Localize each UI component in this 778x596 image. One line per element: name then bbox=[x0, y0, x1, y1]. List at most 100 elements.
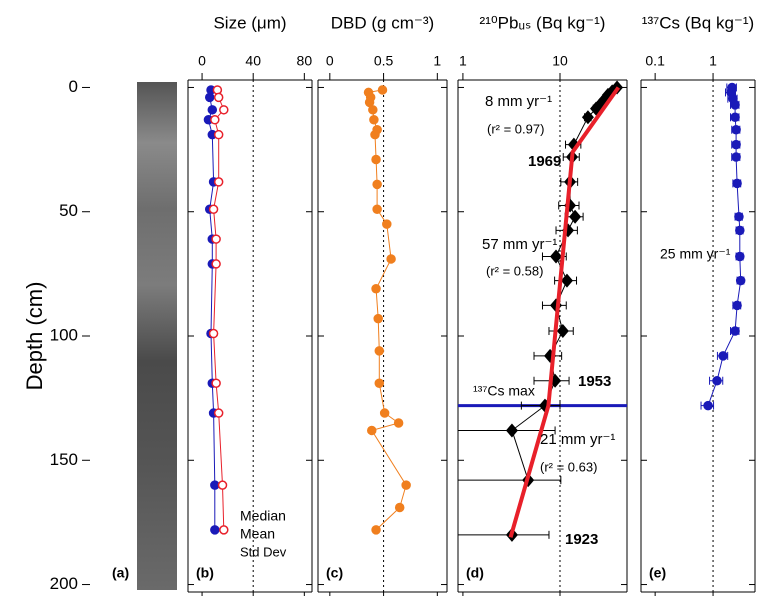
marker bbox=[211, 259, 221, 269]
marker bbox=[372, 179, 382, 190]
marker bbox=[560, 273, 573, 288]
marker bbox=[712, 375, 722, 386]
marker bbox=[377, 85, 388, 95]
marker bbox=[208, 328, 219, 339]
marker bbox=[370, 129, 380, 140]
marker bbox=[730, 100, 740, 110]
x-tick-label: 1 bbox=[709, 53, 717, 69]
legend-label: Median bbox=[240, 508, 286, 524]
marker bbox=[735, 225, 745, 236]
marker bbox=[212, 85, 223, 95]
marker bbox=[734, 211, 744, 222]
marker bbox=[505, 423, 518, 438]
annotation: 25 mm yr⁻¹ bbox=[660, 246, 731, 262]
marker bbox=[213, 92, 224, 103]
panel-label: (a) bbox=[112, 565, 129, 581]
legend-label: Mean bbox=[240, 526, 275, 542]
panel-label: (e) bbox=[649, 565, 666, 581]
annotation: ¹³⁷Cs max bbox=[473, 383, 535, 399]
marker bbox=[210, 115, 220, 125]
marker bbox=[371, 284, 381, 294]
marker bbox=[730, 112, 740, 123]
marker bbox=[211, 234, 221, 244]
marker bbox=[219, 525, 229, 535]
marker bbox=[213, 408, 224, 418]
marker bbox=[732, 300, 742, 311]
y-tick-label: 0 bbox=[69, 77, 78, 96]
marker bbox=[207, 105, 218, 115]
marker bbox=[703, 400, 713, 411]
x-tick-label: 10 bbox=[552, 53, 568, 69]
marker bbox=[217, 480, 228, 490]
panel-title: ¹³⁷Cs (Bq kg⁻¹) bbox=[642, 13, 754, 32]
marker bbox=[369, 115, 379, 125]
annotation: (r² = 0.58) bbox=[486, 263, 543, 278]
marker bbox=[731, 124, 741, 135]
marker bbox=[210, 480, 220, 490]
marker bbox=[735, 251, 745, 262]
marker bbox=[213, 177, 224, 187]
panel-title: Size (μm) bbox=[213, 13, 286, 32]
marker bbox=[208, 204, 219, 214]
marker bbox=[382, 219, 392, 229]
marker bbox=[210, 525, 220, 535]
marker bbox=[735, 275, 746, 286]
x-tick-label: 1 bbox=[433, 53, 441, 69]
y-tick-label: 50 bbox=[59, 201, 78, 220]
marker bbox=[731, 139, 741, 150]
marker bbox=[374, 378, 385, 388]
x-tick-label: 0 bbox=[198, 53, 206, 69]
profile-line bbox=[207, 89, 216, 530]
panel-title: ²¹⁰Pbᵤₛ (Bq kg⁻¹) bbox=[480, 13, 606, 32]
x-tick-label: 40 bbox=[245, 53, 261, 69]
x-tick-label: 0.5 bbox=[374, 53, 394, 69]
annotation: 21 mm yr⁻¹ bbox=[540, 431, 615, 448]
y-tick-label: 150 bbox=[50, 450, 78, 469]
panel-label: (c) bbox=[326, 565, 343, 581]
marker bbox=[386, 254, 396, 264]
profile-line bbox=[213, 89, 225, 530]
marker bbox=[394, 502, 405, 513]
x-tick-label: 0.1 bbox=[645, 53, 665, 69]
marker bbox=[732, 178, 742, 189]
marker bbox=[569, 209, 582, 224]
marker bbox=[367, 425, 377, 436]
annotation: 1923 bbox=[565, 531, 598, 548]
y-tick-label: 200 bbox=[50, 574, 78, 593]
marker bbox=[556, 324, 569, 339]
marker bbox=[379, 408, 390, 418]
x-tick-label: 80 bbox=[297, 53, 313, 69]
marker bbox=[393, 418, 404, 428]
annotation: (r² = 0.63) bbox=[540, 459, 597, 474]
annotation: 57 mm yr⁻¹ bbox=[482, 236, 557, 253]
marker bbox=[550, 249, 563, 264]
marker bbox=[372, 204, 382, 214]
annotation: 8 mm yr⁻¹ bbox=[485, 93, 552, 110]
annotation: 1953 bbox=[578, 373, 611, 390]
marker bbox=[373, 313, 383, 324]
marker bbox=[371, 154, 381, 165]
marker bbox=[219, 105, 229, 115]
x-tick-label: 0 bbox=[326, 53, 334, 69]
marker bbox=[213, 129, 224, 140]
annotation: (r² = 0.97) bbox=[487, 121, 544, 136]
y-axis-label: Depth (cm) bbox=[22, 282, 47, 391]
marker bbox=[731, 152, 741, 162]
marker bbox=[581, 110, 594, 125]
marker bbox=[401, 480, 411, 490]
core-image bbox=[137, 82, 177, 590]
panel-label: (d) bbox=[466, 565, 484, 581]
marker bbox=[718, 351, 728, 361]
panel-label: (b) bbox=[196, 565, 214, 581]
fit-line bbox=[508, 86, 621, 538]
marker bbox=[368, 105, 378, 115]
marker bbox=[730, 326, 740, 336]
x-tick-label: 1 bbox=[459, 53, 467, 69]
y-tick-label: 100 bbox=[50, 325, 78, 344]
legend-label: Std Dev bbox=[240, 544, 287, 559]
marker bbox=[374, 346, 385, 356]
marker bbox=[211, 378, 221, 388]
marker bbox=[371, 525, 381, 535]
